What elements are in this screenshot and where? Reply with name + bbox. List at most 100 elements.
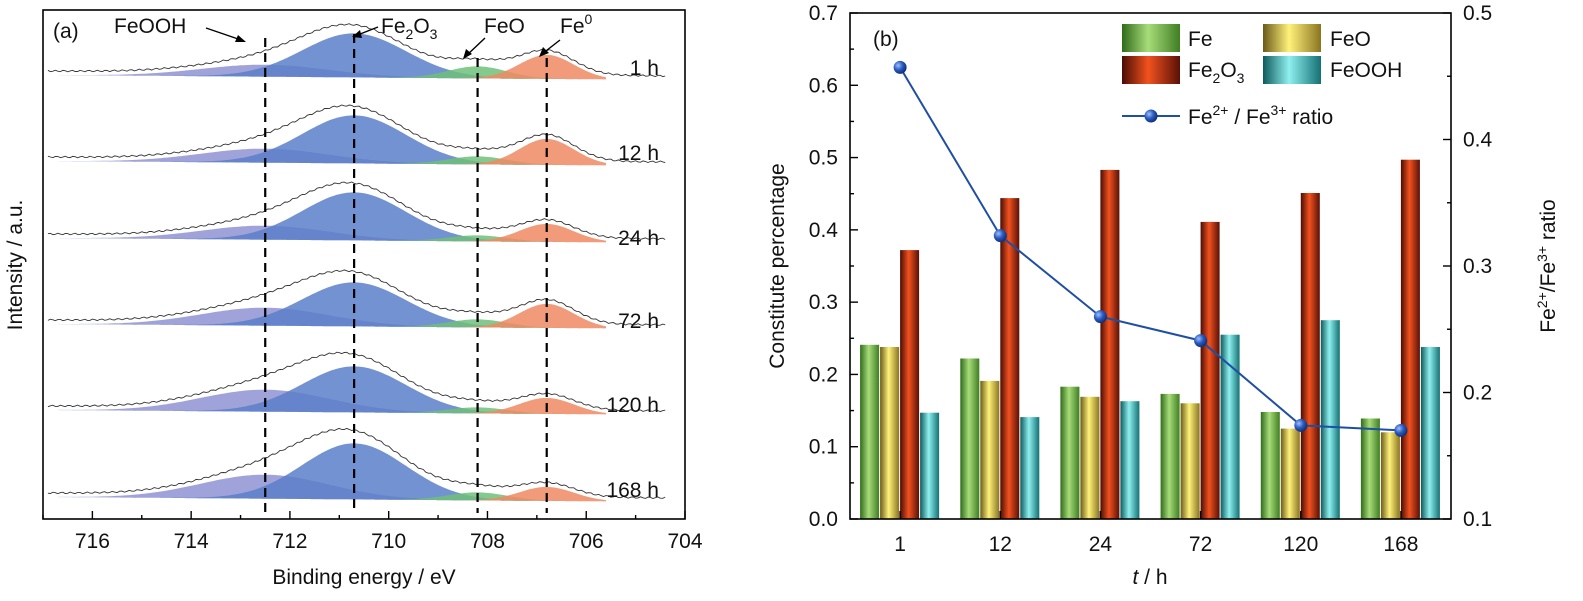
panel-a-x-tick-label: 714 [174,530,209,553]
bar-feo [880,347,900,519]
component-peak [57,282,607,329]
component-peak [57,66,607,80]
spectrum [47,269,666,329]
panel-b-y-axis-label: Constitute percentage [766,163,789,368]
bar-fe2o3 [900,250,920,519]
spectrum [47,351,666,415]
bar-fe [860,344,880,519]
bar-feooh [1120,401,1140,519]
component-peak [57,407,607,415]
series-label-1h: 1 h [630,57,659,80]
panel-a-frame [42,9,686,520]
annotation-fe2o3-arrowhead [352,30,362,38]
bar-feo [980,380,1000,519]
bar-feooh [1220,334,1240,519]
panel-b-frame [849,12,1452,520]
bar-feooh [1020,417,1040,519]
bar-fe2o3 [1400,159,1420,519]
ratio-point [1394,423,1408,437]
bar-fe [1260,412,1280,519]
annotation-fe2o3: Fe2O3 [352,15,438,42]
panel-b-y-tick-label: 0.5 [809,147,838,170]
annotation-feooh-arrowhead [235,35,246,42]
bar-feo [1080,396,1100,519]
panel-b-x-tick-label: 72 [1189,533,1212,556]
annotation-fe0: Fe0 [539,11,593,57]
legend-swatch-fe2o3 [1122,56,1180,84]
panel-b-y2-axis-label: Fe2+/Fe3+ ratio [1534,199,1560,332]
series-label-72h: 72 h [618,310,659,333]
ratio-point [1194,334,1208,348]
legend-swatch-feo [1263,24,1321,52]
component-peak [57,366,607,415]
legend-label-feooh: FeOOH [1330,59,1402,82]
ratio-point [1093,310,1107,324]
panel-a-x-tick-label: 710 [371,530,406,553]
annotation-feooh: FeOOH [114,15,246,42]
bar-fe [960,358,980,519]
component-peak [57,223,607,243]
panel-a-x-axis-label: Binding energy / eV [272,566,455,589]
bar-feooh [920,412,940,519]
spectrum [47,23,666,80]
ratio-point [993,229,1007,243]
spectrum [47,181,666,243]
annotation-fe0-text: Fe0 [560,11,593,38]
ratio-line [893,60,1408,437]
legend-label-ratio: Fe2+ / Fe3+ ratio [1188,102,1333,129]
panel-a-x-tick-label: 706 [569,530,604,553]
bar-fe2o3 [1300,193,1320,519]
panel-b-y-tick-label: 0.1 [809,436,838,459]
annotation-feo-text: FeO [484,15,525,38]
ratio-point [1294,418,1308,432]
panel-a-y-axis-label: Intensity / a.u. [4,200,27,331]
component-peak [57,54,607,80]
legend-marker-ratio [1144,109,1158,123]
bar-fe2o3 [1200,221,1220,519]
bar-fe2o3 [1100,169,1120,519]
ratio-polyline [899,66,1401,432]
bar-feo [1180,403,1200,519]
series-label-120h: 120 h [606,394,659,417]
envelope-curve [47,269,666,326]
panel-b-x-axis-label: t / h [1132,566,1167,589]
series-label-12h: 12 h [618,142,659,165]
series-label-168h: 168 h [606,479,659,502]
panel-a-xps-spectra: 716 714 712 710 708 706 704 (a) Binding energy… [4,9,703,589]
legend-label-feo: FeO [1330,28,1371,51]
panel-b-y2-tick-label: 0.3 [1463,255,1492,278]
bar-feo [1380,432,1400,519]
component-peak [57,115,607,166]
component-peak [57,192,607,243]
panel-b-y-tick-label: 0.2 [809,363,838,386]
bar-feooh [1420,347,1440,519]
bar-fe [1360,418,1380,519]
panel-a-x-ticks: 716 714 712 710 708 706 704 [42,511,703,553]
bar-fe2o3 [1000,198,1020,519]
annotation-fe0-arrowhead [539,47,549,57]
panel-b-y-tick-label: 0.4 [809,219,839,242]
panel-b-x-tick-label: 12 [989,533,1012,556]
annotation-feo: FeO [463,15,525,59]
component-peak [57,303,607,329]
panel-b-y2-tick-label: 0.4 [1463,129,1493,152]
component-peak [57,235,607,243]
panel-b-y-tick-label: 0.6 [809,74,838,97]
component-peak [57,486,607,502]
panel-b-bar-chart: 0.0 0.1 0.2 0.3 0.4 0.5 0.6 0.7 0.1 0.2 0.3 0.4 0.5 1… [766,2,1560,589]
panel-b-x-tick-label: 24 [1089,533,1113,556]
annotation-feooh-text: FeOOH [114,15,186,38]
component-peak [57,33,607,80]
annotation-feo-arrowhead [463,49,472,59]
bars [860,159,1440,519]
series-label-24h: 24 h [618,227,659,250]
panel-b-ticks: 0.0 0.1 0.2 0.3 0.4 0.5 0.6 0.7 0.1 0.2 0.3 0.4 0.5 1… [809,2,1493,556]
envelope-curve [47,351,666,413]
legend-label-fe: Fe [1188,28,1213,51]
bar-feo [1280,428,1300,519]
xps-curves [47,23,666,502]
panel-b-y-tick-label: 0.3 [809,291,838,314]
panel-b-x-tick-label: 1 [894,533,906,556]
reference-dashed-lines [264,34,548,513]
